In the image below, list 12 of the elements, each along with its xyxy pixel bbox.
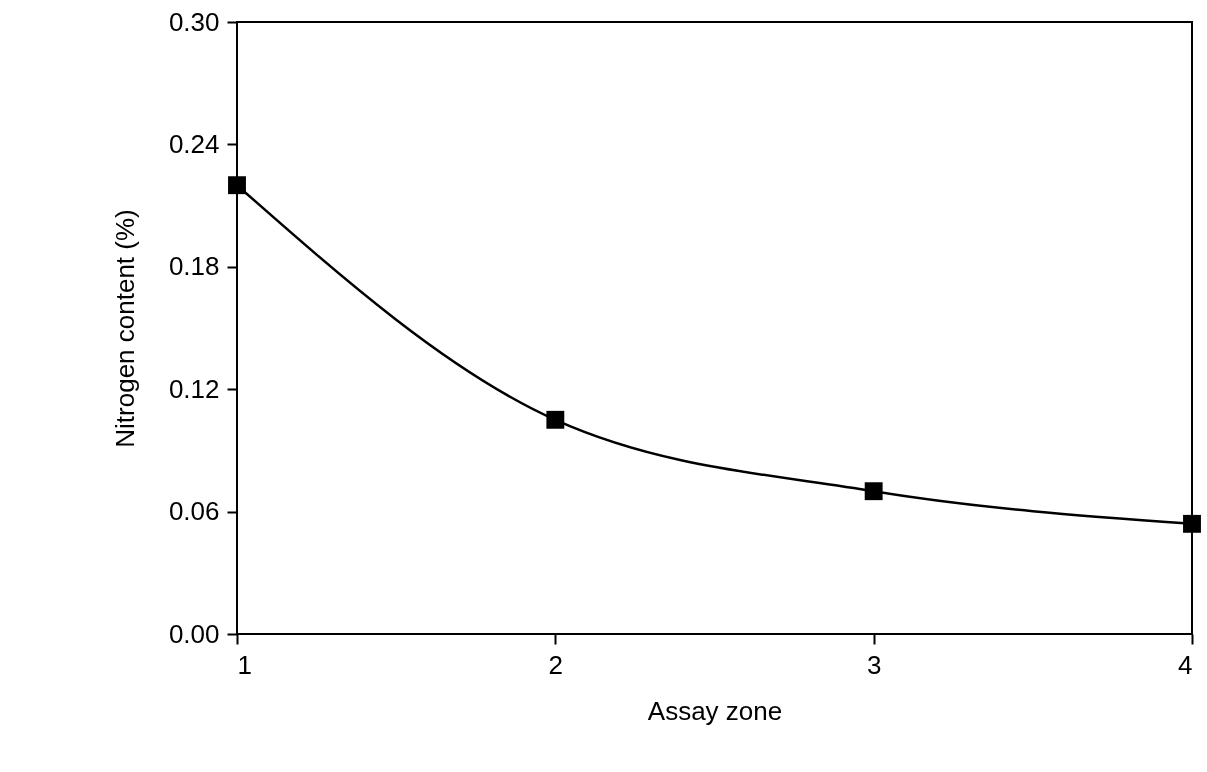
y-tick-label: 0.12	[168, 373, 220, 404]
x-tick-label: 1	[237, 649, 252, 680]
y-tick-label: 0.18	[168, 251, 220, 282]
y-tick-label: 0.24	[168, 128, 220, 159]
x-tick-label: 4	[1178, 649, 1193, 680]
x-tick-label: 2	[548, 649, 564, 680]
x-tick-label: 3	[866, 649, 882, 680]
y-tick-label: 0.30	[168, 6, 220, 37]
y-axis-title: Nitrogen content (%)	[109, 209, 140, 448]
y-tick-label: 0.06	[168, 496, 220, 527]
y-tick-label: 0.00	[168, 618, 220, 649]
x-axis-title: Assay zone	[647, 695, 783, 726]
